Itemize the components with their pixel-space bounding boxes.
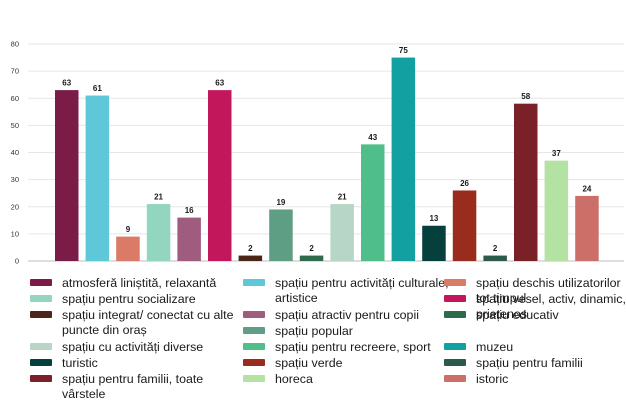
legend-label: atmosferă liniștită, relaxantă (62, 276, 217, 290)
data-label: 63 (215, 79, 224, 88)
legend-label: spațiu deschis utilizatorilor tot timpul (476, 276, 621, 305)
data-label: 37 (552, 149, 561, 158)
legend-swatch (444, 279, 466, 286)
data-label: 26 (460, 179, 469, 188)
bar (514, 103, 538, 261)
bar (575, 195, 599, 261)
legend-swatch (444, 343, 466, 350)
legend-swatch (444, 375, 466, 382)
legend-label: spațiu pentru recreere, sport (275, 340, 431, 354)
bar (269, 209, 293, 261)
legend-label: spațiu educativ (476, 308, 559, 322)
legend-label: spațiu atractiv pentru copii (275, 308, 419, 322)
legend-swatch (30, 343, 52, 350)
y-tick-label: 20 (11, 202, 19, 211)
legend-label: spațiu popular (275, 324, 353, 338)
data-label: 16 (185, 206, 194, 215)
y-tick-label: 0 (15, 257, 19, 266)
legend-swatch (30, 311, 52, 318)
bar (452, 190, 477, 261)
legend-label: spațiu cu activități diverse (62, 340, 204, 354)
legend-swatch (243, 311, 265, 318)
data-label: 43 (368, 133, 377, 142)
legend-swatch (444, 295, 466, 302)
legend-swatch (243, 343, 265, 350)
legend-label: spațiu integrat/ conectat cu alte puncte… (62, 308, 234, 337)
legend-swatch (30, 295, 52, 302)
data-label: 21 (338, 193, 347, 202)
data-label: 2 (248, 244, 253, 253)
legend-swatch (30, 359, 52, 366)
y-tick-label: 10 (11, 229, 19, 238)
bar (483, 255, 507, 261)
y-tick-label: 30 (11, 175, 19, 184)
y-tick-label: 50 (11, 121, 19, 130)
legend-swatch (243, 375, 265, 382)
bar (116, 236, 140, 261)
y-tick-label: 80 (11, 40, 19, 49)
legend-swatch (444, 311, 466, 318)
bar (330, 204, 354, 261)
legend-swatch (243, 279, 265, 286)
y-tick-label: 60 (11, 94, 19, 103)
bar (208, 90, 232, 261)
bar (391, 57, 416, 261)
bar-chart: 0 10 20 30 40 50 60 70 80 63 61 9 21 16 63 2 19 2 21 43 75 13… (11, 40, 624, 266)
bar (55, 90, 79, 261)
legend-swatch (243, 327, 265, 334)
legend-label: spațiu pentru familii, toate vârstele (62, 372, 204, 401)
data-label: 61 (93, 84, 102, 93)
data-label: 9 (126, 225, 131, 234)
bar (146, 204, 171, 261)
legend-label: spațiu vesel, activ, dinamic, prietenos (476, 292, 626, 321)
data-label: 19 (276, 198, 285, 207)
data-label: 21 (154, 193, 163, 202)
legend-label: spațiu pentru familii (476, 356, 583, 370)
data-label: 58 (521, 92, 530, 101)
data-label: 13 (429, 214, 438, 223)
data-label: 2 (309, 244, 314, 253)
legend-swatch (243, 359, 265, 366)
data-label: 24 (582, 184, 591, 193)
legend-swatch (30, 279, 52, 286)
y-tick-label: 70 (11, 67, 19, 76)
bar (361, 144, 385, 261)
bar (238, 255, 263, 261)
legend-label: spațiu verde (275, 356, 343, 370)
legend-label: turistic (62, 356, 98, 370)
bar (544, 160, 569, 261)
legend-label: spațiu pentru activități culturale, arti… (275, 276, 449, 305)
data-label: 63 (62, 79, 71, 88)
bar (299, 255, 324, 261)
bar (177, 217, 201, 261)
legend-label: istoric (476, 372, 509, 386)
legend-label: horeca (275, 372, 313, 386)
data-label: 2 (493, 244, 498, 253)
y-tick-label: 40 (11, 148, 19, 157)
legend-label: muzeu (476, 340, 514, 354)
bar (422, 225, 446, 261)
legend-label: spațiu pentru socializare (62, 292, 196, 306)
data-label: 75 (399, 46, 408, 55)
legend-swatch (30, 375, 52, 382)
bar (85, 95, 110, 261)
legend-swatch (444, 359, 466, 366)
